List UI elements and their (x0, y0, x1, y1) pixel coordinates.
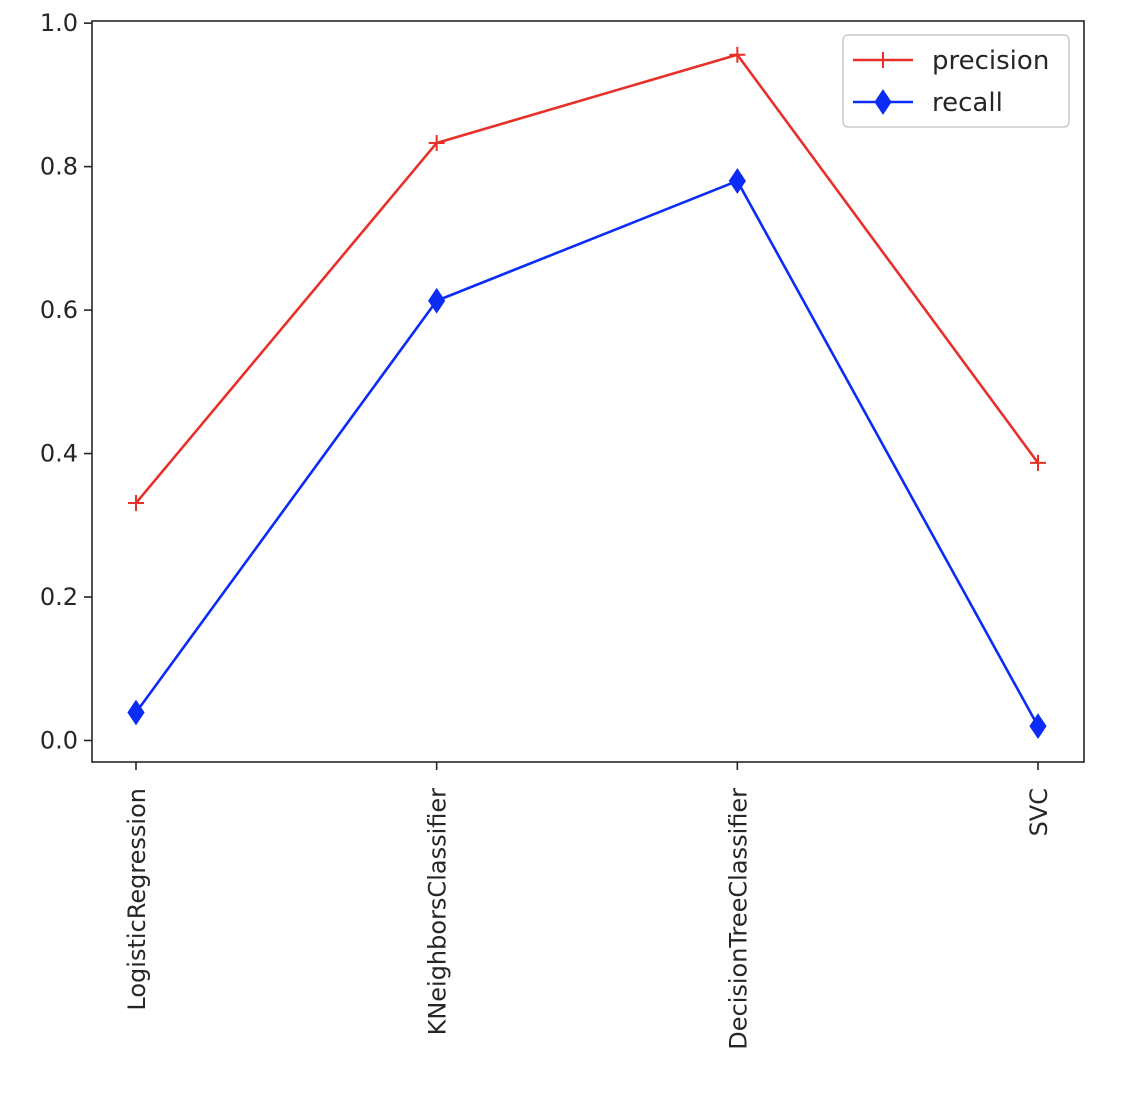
recall-point (127, 699, 145, 726)
y-tick-label: 0.0 (40, 726, 78, 754)
y-tick-label: 0.6 (40, 296, 78, 324)
recall-legend-label: recall (932, 88, 1003, 118)
series-layer (127, 46, 1047, 740)
x-tick-label: SVC (1025, 788, 1053, 836)
y-tick-label: 1.0 (40, 9, 78, 37)
recall-point (428, 287, 446, 314)
plot-area (91, 20, 1085, 763)
x-tick-label: DecisionTreeClassifier (724, 788, 752, 1050)
y-tick-label: 0.4 (40, 440, 78, 468)
precision-legend-marker (875, 52, 891, 68)
recall-point (1029, 713, 1047, 740)
legend-items: precision recall (853, 46, 1049, 118)
y-axis: 0.0 0.2 0.4 0.6 0.8 1.0 (40, 9, 92, 754)
precision-point (1030, 454, 1046, 471)
x-axis: LogisticRegression KNeighborsClassifier De… (123, 762, 1053, 1050)
precision-point (729, 46, 746, 63)
recall-legend-marker (874, 89, 892, 115)
x-tick-label: LogisticRegression (123, 788, 151, 1011)
y-tick-label: 0.8 (40, 153, 78, 181)
legend-box (842, 34, 1070, 128)
recall-point (728, 168, 746, 194)
precision-series-line (135, 53, 1040, 504)
precision-legend-label: precision (932, 46, 1049, 76)
precision-point (128, 495, 144, 512)
legend: precision recall (842, 34, 1070, 128)
x-tick-label: KNeighborsClassifier (424, 788, 452, 1036)
recall-series-line (134, 179, 1040, 727)
y-tick-label: 0.2 (40, 583, 78, 611)
precision-point (428, 134, 445, 151)
